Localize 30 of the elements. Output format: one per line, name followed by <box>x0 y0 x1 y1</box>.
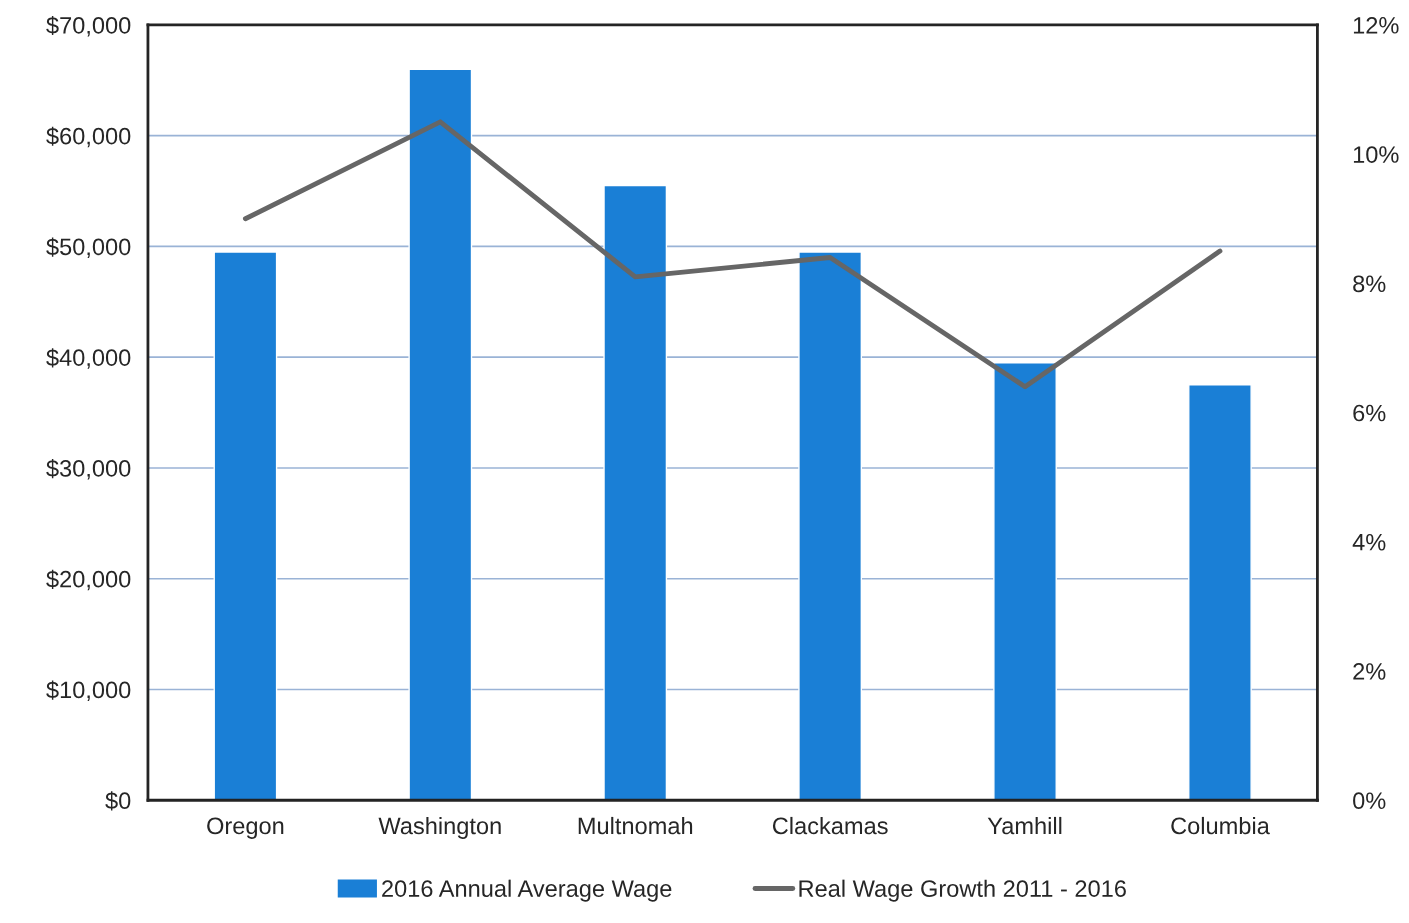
x-tick-label: Washington <box>378 816 501 839</box>
bar <box>798 251 863 801</box>
bar <box>213 251 278 801</box>
y-tick-label: $20,000 <box>46 569 131 591</box>
y2-tick-label: 8% <box>1353 275 1386 293</box>
x-tick-label: Multnomah <box>578 816 693 835</box>
bar <box>993 362 1057 801</box>
y2-tick-label: 10% <box>1353 146 1399 163</box>
y-tick-label: $10,000 <box>46 680 131 702</box>
y-tick-label: $60,000 <box>46 126 131 148</box>
y-tick-label: $30,000 <box>46 459 131 480</box>
y-tick-label: $0 <box>105 791 131 811</box>
bar <box>408 68 473 801</box>
legend-label: 2016 Annual Average Wage <box>382 879 672 902</box>
bar <box>1188 384 1252 801</box>
y2-tick-label: 2% <box>1353 663 1386 680</box>
y-tick-label: $40,000 <box>46 348 131 369</box>
x-tick-label: Columbia <box>1171 816 1270 835</box>
y2-tick-label: 0% <box>1353 792 1386 810</box>
x-tick-label: Clackamas <box>772 816 888 835</box>
line-series <box>242 119 1223 390</box>
y2-tick-label: 6% <box>1353 404 1386 422</box>
y2-tick-label: 12% <box>1353 16 1399 34</box>
legend-label: Real Wage Growth 2011 - 2016 <box>799 879 1126 902</box>
y-tick-label: $50,000 <box>46 237 131 259</box>
x-tick-label: Oregon <box>207 817 284 839</box>
bar <box>603 184 668 801</box>
y-tick-label: $70,000 <box>46 16 131 37</box>
x-tick-label: Yamhill <box>987 816 1062 835</box>
y2-tick-label: 4% <box>1352 533 1386 551</box>
